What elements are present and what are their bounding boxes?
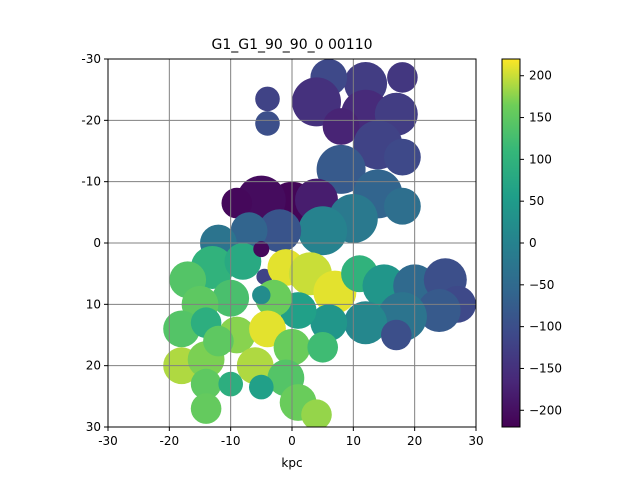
y-tick-label: -10: [81, 175, 101, 189]
x-axis-label: kpc: [281, 456, 302, 470]
heatmap-blob: [384, 187, 421, 225]
heatmap-blob: [255, 111, 280, 136]
x-tick-label: 10: [346, 434, 361, 448]
x-tick-label: -10: [221, 434, 241, 448]
heatmap-blob: [221, 187, 253, 219]
x-tick-label: -30: [98, 434, 118, 448]
heatmap-blob: [224, 243, 262, 280]
x-tick-label: 30: [468, 434, 483, 448]
colorbar-tick-label: 100: [529, 152, 552, 166]
heatmap-blob: [190, 368, 222, 400]
colorbar-tick-label: 200: [529, 69, 552, 83]
heatmap-blob: [301, 399, 332, 427]
heatmap-blob: [252, 285, 271, 305]
heatmap-blob: [203, 325, 234, 357]
y-tick-label: -30: [81, 52, 101, 66]
heatmap-blob: [387, 62, 418, 93]
colorbar-tick-label: −100: [529, 320, 562, 334]
colorbar-tick-label: 150: [529, 111, 552, 125]
heatmap-blob: [190, 393, 222, 424]
y-tick-label: 30: [86, 420, 101, 434]
y-tick-label: 10: [86, 297, 101, 311]
x-tick-label: 0: [288, 434, 296, 448]
grid-layer: [108, 59, 476, 427]
heatmap-blob: [230, 212, 268, 250]
colorbar-tick-label: −150: [529, 361, 562, 375]
heatmap-blob: [253, 241, 270, 258]
colorbar-gradient: [501, 58, 521, 428]
plot-area: -30 -20 -10 0 10 20 30 -30 -20 -10 0 10 20 30 kpc: [81, 52, 483, 470]
heatmap-blob: [258, 209, 302, 253]
heatmap-blob: [298, 206, 348, 256]
colorbar-tick-label: −50: [529, 278, 554, 292]
y-axis: -30 -20 -10 0 10 20 30: [81, 52, 108, 434]
x-tick-label: 20: [407, 434, 422, 448]
x-axis: -30 -20 -10 0 10 20 30: [98, 427, 484, 448]
colorbar-tick-label: 0: [529, 236, 537, 250]
x-tick-label: -20: [160, 434, 180, 448]
heatmap-blob: [344, 301, 388, 345]
heatmap-blob: [417, 289, 461, 332]
heatmap-blob: [381, 319, 412, 351]
heatmap-blob: [163, 310, 201, 348]
colorbar: 200 150 100 50 0 −50 −100 −150 −200: [501, 58, 562, 428]
heatmap-blob: [248, 374, 274, 400]
heatmap-blob: [310, 304, 348, 342]
colorbar-tick-label: −200: [529, 403, 562, 417]
y-tick-label: 0: [93, 236, 101, 250]
heatmap-blob: [255, 86, 280, 112]
heatmap-blob: [322, 108, 360, 145]
chart-title: G1_G1_90_90_0 00110: [211, 37, 372, 53]
y-tick-label: -20: [81, 113, 101, 127]
heatmap-blob: [384, 138, 421, 176]
colorbar-tick-label: 50: [529, 194, 544, 208]
heatmap-layer: [163, 59, 476, 427]
colorbar-ticks: 200 150 100 50 0 −50 −100 −150 −200: [520, 69, 562, 417]
y-tick-label: 20: [86, 359, 101, 373]
heatmap-blob: [307, 332, 339, 363]
